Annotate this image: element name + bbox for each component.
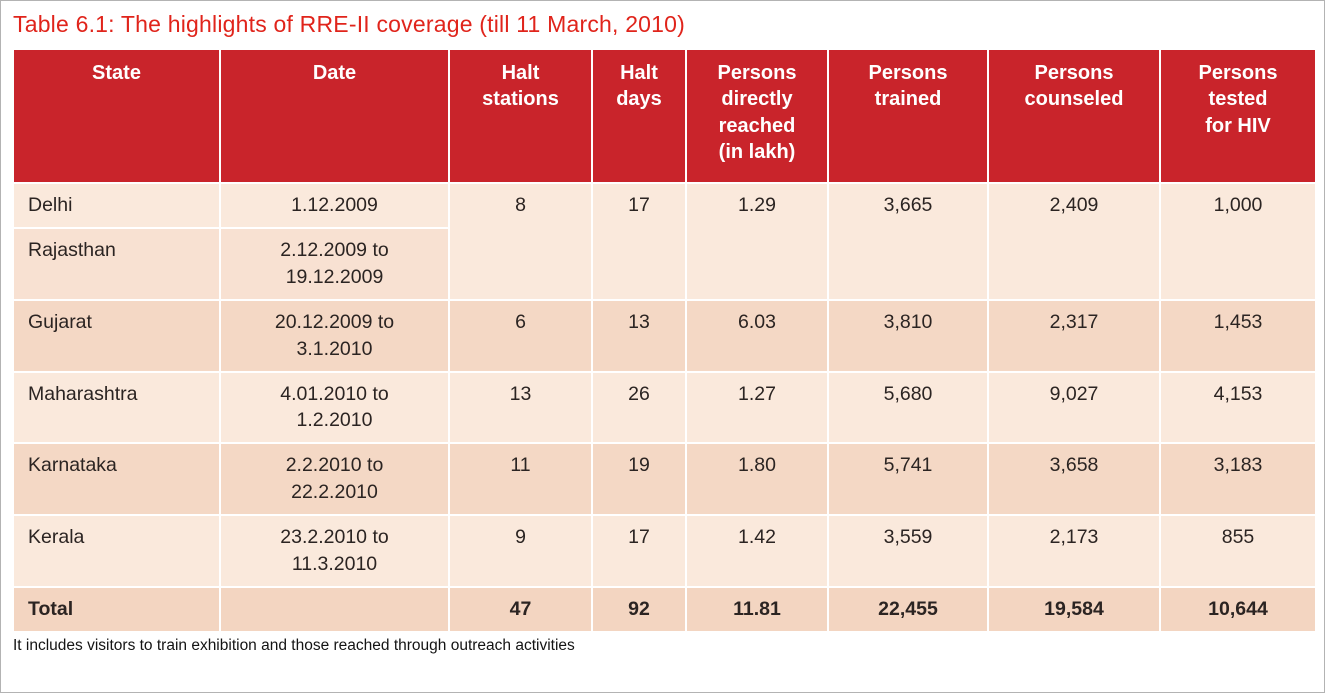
- value-cell: 1.29: [685, 182, 829, 301]
- total-value-cell: 19,584: [987, 585, 1161, 633]
- date-cell: 2.2.2010 to 22.2.2010: [219, 442, 450, 517]
- table-title: Table 6.1: The highlights of RRE-II cove…: [13, 11, 686, 37]
- value-cell: 2,317: [987, 298, 1161, 373]
- state-cell: Maharashtra: [12, 370, 221, 445]
- header-persons-trained: Persons trained: [827, 48, 989, 184]
- value-cell: 1.42: [685, 514, 829, 588]
- header-date: Date: [219, 48, 450, 184]
- table-row: Kerala 23.2.2010 to 11.3.2010 9 17 1.42 3,559…: [12, 514, 1317, 588]
- value-cell: 11: [448, 442, 593, 517]
- value-cell: 1,000: [1159, 182, 1317, 301]
- header-halt-stations: Halt stations: [448, 48, 593, 184]
- value-cell: 2,409: [987, 182, 1161, 301]
- table-header: State Date Halt stations Halt days Perso…: [12, 48, 1317, 184]
- total-date-cell: [219, 585, 450, 633]
- value-cell: 3,183: [1159, 442, 1317, 517]
- header-persons-reached: Persons directly reached (in lakh): [685, 48, 829, 184]
- value-cell: 4,153: [1159, 370, 1317, 445]
- header-row: State Date Halt stations Halt days Perso…: [12, 48, 1317, 184]
- date-cell: 1.12.2009: [219, 182, 450, 229]
- table-row: Rajasthan 2.12.2009 to 19.12.2009: [12, 226, 1316, 301]
- table-row: Maharashtra 4.01.2010 to 1.2.2010 13 26 1.27…: [12, 370, 1317, 445]
- value-cell: 17: [591, 514, 687, 588]
- value-cell: 6: [448, 298, 593, 373]
- value-cell: 1,453: [1159, 298, 1317, 373]
- total-value-cell: 92: [591, 585, 687, 633]
- date-cell: 20.12.2009 to 3.1.2010: [219, 298, 450, 373]
- date-cell: 4.01.2010 to 1.2.2010: [219, 370, 450, 445]
- table-row: Delhi 1.12.2009 8 17 1.29 3,665 2,409 1,000: [12, 182, 1317, 301]
- header-halt-days: Halt days: [591, 48, 687, 184]
- value-cell: 3,665: [827, 182, 989, 301]
- value-cell: 5,741: [827, 442, 989, 517]
- date-cell: 2.12.2009 to 19.12.2009: [219, 226, 450, 301]
- value-cell: 5,680: [827, 370, 989, 445]
- value-cell: 3,559: [827, 514, 989, 588]
- value-cell: 9,027: [987, 370, 1161, 445]
- value-cell: 17: [591, 182, 687, 301]
- value-cell: 855: [1159, 514, 1317, 588]
- total-value-cell: 47: [448, 585, 593, 633]
- header-persons-tested: Persons tested for HIV: [1159, 48, 1317, 184]
- state-cell: Delhi: [12, 182, 221, 229]
- value-cell: 1.80: [685, 442, 829, 517]
- table-row: Karnataka 2.2.2010 to 22.2.2010 11 19 1.80 5,…: [12, 442, 1317, 517]
- date-cell: 23.2.2010 to 11.3.2010: [219, 514, 450, 588]
- value-cell: 13: [448, 370, 593, 445]
- value-cell: 6.03: [685, 298, 829, 373]
- state-cell: Rajasthan: [12, 226, 221, 301]
- value-cell: 19: [591, 442, 687, 517]
- header-state: State: [12, 48, 221, 184]
- state-cell: Gujarat: [12, 298, 221, 373]
- total-row: Total 47 92 11.81 22,455 19,584 10,644: [12, 585, 1317, 633]
- total-value-cell: 11.81: [685, 585, 829, 633]
- table-body: Delhi 1.12.2009 8 17 1.29 3,665 2,409 1,000 Raja…: [12, 182, 1317, 633]
- value-cell: 9: [448, 514, 593, 588]
- table-row: Gujarat 20.12.2009 to 3.1.2010 6 13 6.03 3,81…: [12, 298, 1317, 373]
- total-label-cell: Total: [12, 585, 221, 633]
- state-cell: Karnataka: [12, 442, 221, 517]
- value-cell: 2,173: [987, 514, 1161, 588]
- value-cell: 3,810: [827, 298, 989, 373]
- value-cell: 26: [591, 370, 687, 445]
- value-cell: 13: [591, 298, 687, 373]
- value-cell: 8: [448, 182, 593, 301]
- coverage-table: State Date Halt stations Halt days Perso…: [12, 48, 1317, 633]
- table-footnote: It includes visitors to train exhibition…: [13, 636, 575, 654]
- value-cell: 3,658: [987, 442, 1161, 517]
- total-value-cell: 22,455: [827, 585, 989, 633]
- state-cell: Kerala: [12, 514, 221, 588]
- header-persons-counseled: Persons counseled: [987, 48, 1161, 184]
- total-value-cell: 10,644: [1159, 585, 1317, 633]
- value-cell: 1.27: [685, 370, 829, 445]
